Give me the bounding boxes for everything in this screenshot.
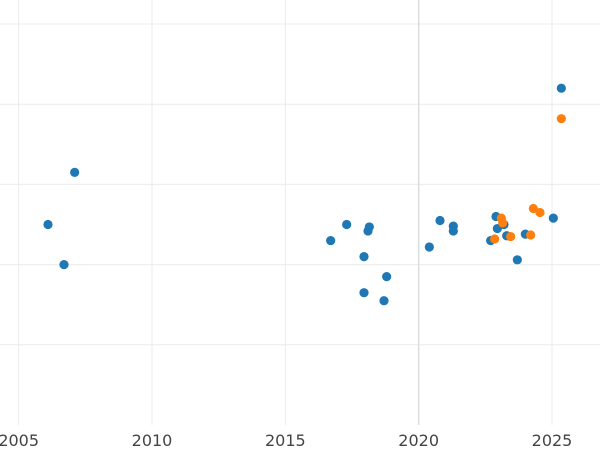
x-tick-label: 2005 xyxy=(0,431,39,450)
data-point xyxy=(556,83,566,93)
x-tick-label: 2015 xyxy=(265,431,306,450)
data-point xyxy=(59,260,69,270)
x-tick-label: 2020 xyxy=(398,431,439,450)
data-point xyxy=(506,231,516,242)
data-point xyxy=(359,252,369,262)
x-tick-label: 2010 xyxy=(132,431,173,450)
data-point xyxy=(382,272,392,282)
data-point xyxy=(448,226,458,236)
x-tick-label: 2025 xyxy=(532,431,573,450)
data-point xyxy=(43,219,53,230)
data-point xyxy=(548,213,558,223)
data-point xyxy=(556,114,566,124)
data-point xyxy=(526,230,536,240)
data-point xyxy=(359,288,369,298)
data-point xyxy=(535,207,545,218)
x-tick-labels: 2005 2010 2015 2020 2025 xyxy=(0,431,572,450)
data-point xyxy=(364,222,374,232)
data-point xyxy=(70,167,80,178)
data-point xyxy=(326,235,336,246)
data-point xyxy=(512,255,522,265)
data-point xyxy=(498,218,508,228)
data-point xyxy=(342,219,352,230)
data-point xyxy=(435,215,445,226)
data-point xyxy=(490,234,500,244)
data-point xyxy=(424,242,434,252)
data-points xyxy=(43,83,566,306)
data-point xyxy=(379,296,389,306)
data-point xyxy=(528,203,538,214)
grid-lines xyxy=(0,0,600,425)
